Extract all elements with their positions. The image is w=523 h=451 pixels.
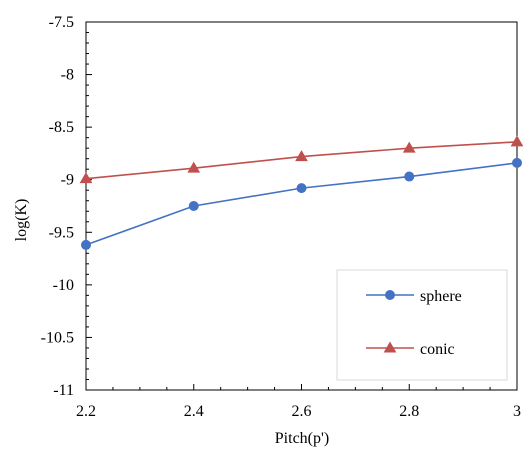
data-point-conic xyxy=(510,135,523,147)
series-line-sphere xyxy=(85,162,518,246)
x-axis-title: Pitch(p') xyxy=(275,430,329,447)
x-tick-label: 3 xyxy=(513,403,521,420)
series-sphere xyxy=(81,157,522,250)
legend-item-conic: conic xyxy=(366,341,455,358)
y-tick-label: -8 xyxy=(61,67,74,84)
legend-item-sphere: sphere xyxy=(366,288,462,305)
data-point-conic xyxy=(295,150,308,162)
series-layer xyxy=(79,135,523,250)
y-tick-label: -10 xyxy=(53,277,74,294)
x-tick-label: 2.2 xyxy=(76,403,96,420)
y-tick-label: -9.5 xyxy=(49,224,74,241)
y-tick-label: -10.5 xyxy=(41,329,74,346)
data-point-sphere xyxy=(81,239,91,250)
data-point-conic xyxy=(402,141,416,153)
legend-box xyxy=(336,269,508,381)
data-point-conic xyxy=(79,172,93,184)
x-tick-label: 2.6 xyxy=(292,403,312,420)
data-point-sphere xyxy=(512,157,522,168)
axis-ticks xyxy=(85,21,518,391)
legend-label-sphere: sphere xyxy=(420,288,462,305)
x-tick-label: 2.4 xyxy=(184,403,204,420)
y-tick-label: -11 xyxy=(53,382,74,399)
x-tick-labels: 2.2 2.4 2.6 2.8 3 xyxy=(76,403,521,420)
data-point-sphere xyxy=(188,201,199,211)
y-tick-label: -7.5 xyxy=(49,14,74,31)
x-tick-label: 2.8 xyxy=(399,403,419,420)
legend-label-conic: conic xyxy=(420,341,455,358)
series-conic xyxy=(79,135,523,184)
y-tick-labels: -7.5 -8 -8.5 -9 -9.5 -10 -10.5 -11 xyxy=(41,14,74,399)
data-point-conic xyxy=(187,161,201,173)
y-axis-title: log(K) xyxy=(13,199,30,242)
legend-marker-sphere xyxy=(385,290,395,300)
y-tick-label: -9 xyxy=(61,172,74,189)
legend-marker-conic xyxy=(383,341,397,353)
data-point-sphere xyxy=(296,183,307,194)
y-tick-label: -8.5 xyxy=(49,119,74,136)
legend: sphere conic xyxy=(336,269,508,381)
data-point-sphere xyxy=(404,171,415,182)
